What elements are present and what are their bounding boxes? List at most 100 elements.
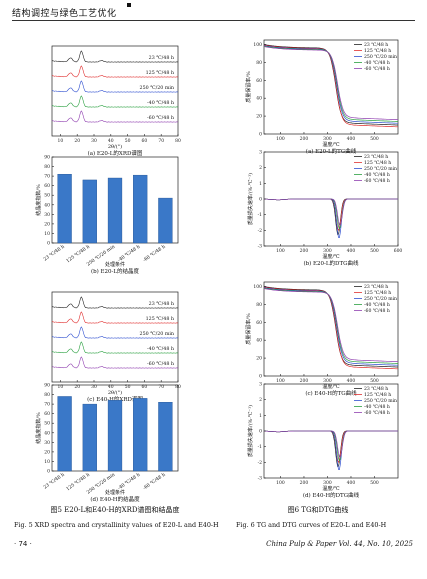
cry_b-xlabel: 处理条件 [105, 261, 125, 268]
dtg_d-xtick-label: 500 [370, 480, 379, 486]
dtg_d-xtick-label: 300 [323, 480, 332, 486]
xrd_c-series-line [51, 296, 179, 309]
dtg_d-series-line [264, 430, 398, 468]
tg_c-xtick-label: 200 [300, 378, 309, 384]
dtg_b-legend-label: 250 ℃/20 min [364, 166, 397, 172]
tg_a-ytick-label: 20 [256, 114, 262, 120]
dtg_d-xlabel: 温度/℃ [322, 485, 340, 492]
dtg_d-ytick-label: 2 [259, 397, 262, 403]
tg_a-ytick-label: 60 [256, 78, 262, 84]
tg_a-xtick-label: 200 [300, 136, 309, 142]
dtg_b-ylabel: 质量损失速率/(%·℃⁻¹) [247, 173, 254, 225]
tg_a-xlabel: 温度/℃ [322, 141, 340, 148]
tg_a-legend-label: -40 ℃/48 h [364, 60, 390, 66]
tg_a-legend-label: 125 ℃/48 h [364, 48, 391, 54]
dtg_b-ytick-label: 2 [259, 165, 262, 171]
xrd_a-xtick-label: 30 [91, 138, 97, 144]
cry_b-category-label: 125 ℃/48 h [65, 244, 91, 265]
cry_b-ytick-label: 80 [44, 164, 50, 170]
dtg_b-series-line [264, 198, 398, 232]
journal-footer: China Pulp & Paper Vol. 44, No. 10, 2025 [266, 540, 413, 548]
xrd_a-caption: (a) E20-L的XRD谱图 [88, 149, 143, 157]
tg_c-legend-label: 125 ℃/48 h [364, 290, 391, 296]
xrd_c-xtick-label: 60 [142, 384, 148, 390]
cry_d-ytick-label: 90 [44, 383, 50, 389]
xrd_c-caption: (c) E40-H的XRD谱图 [87, 395, 143, 403]
xrd_a-xlabel: 2θ/(°) [108, 143, 122, 150]
dtg_d-legend-label: 23 ℃/48 h [364, 386, 388, 392]
tg_a-ylabel: 质量保留率/% [245, 71, 252, 103]
tg_c-series-line [263, 288, 399, 363]
dtg_d-series-line [264, 430, 398, 464]
tg_c-ytick-label: 0 [259, 374, 262, 380]
xrd_a-series-line [51, 65, 179, 78]
cry_d-ytick-label: 40 [44, 430, 50, 436]
tg_a-legend-label: 23 ℃/48 h [364, 42, 388, 48]
tg_a-ytick-label: 0 [259, 132, 262, 138]
dtg_d-legend-label: 125 ℃/48 h [364, 392, 391, 398]
dtg_d-ytick-label: -3 [258, 476, 263, 482]
dtg_b-ytick-label: 0 [259, 197, 262, 203]
cry_b-caption: (b) E20-L的结晶度 [91, 267, 140, 275]
cry_d-ytick-label: 70 [44, 402, 50, 408]
tg_c-legend-label: 250 ℃/20 min [364, 296, 397, 302]
xrd_c-frame [51, 291, 179, 383]
dtg_b-legend-label: 23 ℃/48 h [364, 154, 388, 160]
dtg_b-ytick-label: 3 [259, 150, 262, 156]
xrd_c-series-line [51, 356, 179, 369]
cry_b-bar [107, 177, 123, 244]
tg_c-ytick-label: 40 [256, 338, 262, 344]
fig6-caption-en: Fig. 6 TG and DTG curves of E20-L and E4… [236, 521, 387, 529]
dtg_b-legend-label: 125 ℃/48 h [364, 160, 391, 166]
dtg_b-xtick-label: 500 [370, 248, 379, 254]
cry_b-category-label: -60 ℃/48 h [142, 244, 167, 264]
xrd_a-frame [51, 45, 179, 137]
cry_d-ylabel: 结晶度指数/% [35, 412, 42, 444]
xrd_c-series-line [51, 341, 179, 354]
xrd_c-series-label: 23 ℃/48 h [149, 301, 174, 307]
tg_a-ytick-label: 100 [253, 42, 262, 48]
cry_d-caption: (d) E40-H的结晶度 [90, 495, 140, 503]
dtg_b-legend-label: -60 ℃/48 h [364, 178, 390, 184]
dtg_b-ytick-label: -3 [258, 244, 263, 250]
xrd_a-series-label: -60 ℃/48 h [147, 115, 174, 121]
xrd_a-series-line [51, 110, 179, 123]
xrd_a-series-label: 23 ℃/48 h [149, 55, 174, 61]
cry_d-bar [107, 400, 123, 472]
cry_b-bar [82, 179, 97, 244]
tg_a-frame [263, 39, 399, 135]
xrd_a-xtick-label: 10 [58, 138, 64, 144]
dtg_b-xtick-label: 600 [394, 248, 403, 254]
tg_a-xtick-label: 500 [370, 136, 379, 142]
dtg_d-legend-label: -60 ℃/48 h [364, 410, 390, 416]
tg_c-legend-label: -40 ℃/48 h [364, 302, 390, 308]
cry_d-ytick-label: 10 [44, 459, 50, 465]
dtg_b-xtick-label: 100 [276, 248, 285, 254]
cry_d-category-label: -60 ℃/48 h [142, 472, 167, 492]
tg_c-xtick-label: 300 [323, 378, 332, 384]
tg_c-ytick-label: 80 [256, 302, 262, 308]
dtg_b-ytick-label: -2 [258, 228, 263, 234]
cry_d-ytick-label: 20 [44, 449, 50, 455]
tg_c-caption: (c) E40-H的TG曲线 [305, 389, 357, 397]
tg_c-legend-label: 23 ℃/48 h [364, 284, 388, 290]
cry_b-ytick-label: 0 [47, 241, 50, 247]
tg_c-ytick-label: 20 [256, 356, 262, 362]
xrd_c-series-label: 125 ℃/48 h [146, 316, 174, 322]
xrd_c-xtick-label: 10 [58, 384, 64, 390]
cry_b-ytick-label: 50 [44, 193, 50, 199]
tg_c-xtick-label: 400 [347, 378, 356, 384]
cry_d-category-label: 125 ℃/48 h [65, 472, 91, 493]
tg_a-ytick-label: 40 [256, 96, 262, 102]
tg_c-legend-label: -60 ℃/48 h [364, 308, 390, 314]
dtg_b-xlabel: 温度/℃ [322, 253, 340, 260]
xrd_a-xtick-label: 70 [158, 138, 164, 144]
dtg_b-xtick-label: 200 [300, 248, 309, 254]
xrd_a-xtick-label: 80 [175, 138, 181, 144]
fig5-caption-cn: 图5 E20-L和E40-H的XRD谱图和结晶度 [50, 506, 180, 514]
tg_c-ylabel: 质量保留率/% [245, 313, 252, 345]
cry_b-category-label: 23 ℃/48 h [42, 244, 65, 263]
dtg_b-legend-label: -40 ℃/48 h [364, 172, 390, 178]
cry_b-category-label: -40 ℃/48 h [117, 244, 142, 264]
